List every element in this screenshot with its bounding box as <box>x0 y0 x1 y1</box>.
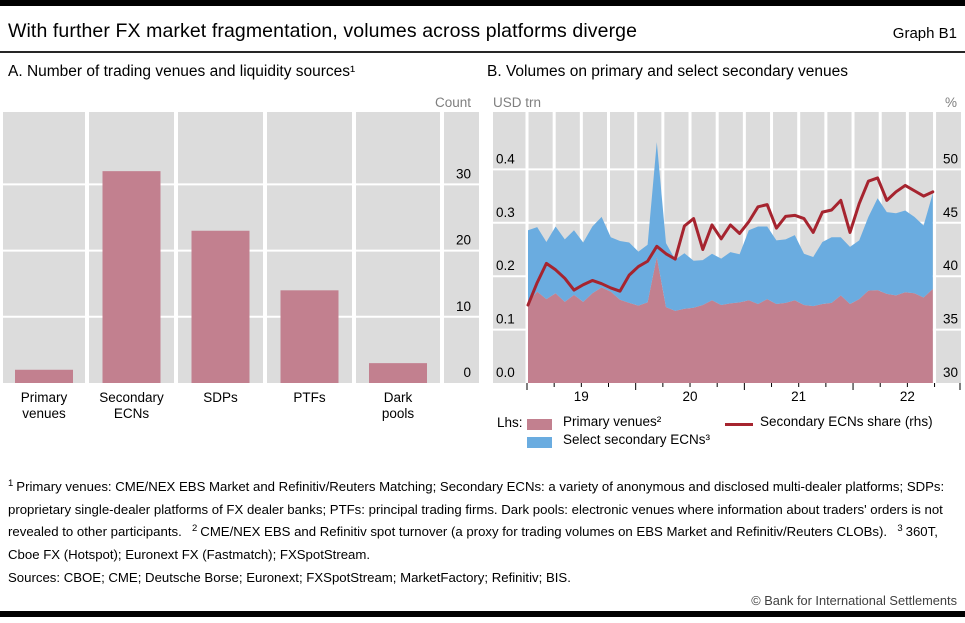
panel-b-right-unit-label: % <box>944 95 957 110</box>
bar <box>102 171 161 383</box>
left-axis-tick-label: 0.3 <box>496 205 515 220</box>
legend-swatch-share-line <box>725 423 753 426</box>
copyright-line: © Bank for International Settlements <box>751 593 957 608</box>
secondary-ecns-share-line <box>526 176 935 307</box>
title-divider <box>0 51 965 53</box>
panel-a-title: A. Number of trading venues and liquidit… <box>8 63 356 80</box>
left-axis-tick-label: 0.1 <box>496 312 515 327</box>
category-label: Dark pools <box>382 390 415 421</box>
year-label: 20 <box>682 389 697 404</box>
y-axis-tick-label: 0 <box>463 365 471 380</box>
legend-swatch-primary <box>527 419 552 430</box>
top-rule <box>0 0 965 6</box>
bottom-rule <box>0 611 965 617</box>
bar <box>280 290 339 383</box>
graph-number-label: Graph B1 <box>892 25 957 42</box>
page-title: With further FX market fragmentation, vo… <box>8 20 638 42</box>
right-axis-tick-label: 45 <box>943 205 958 220</box>
y-axis-tick-label: 30 <box>456 166 471 181</box>
footnote-text: 360T, Cboe FX (Hotspot); Euronext FX (Fa… <box>8 524 938 562</box>
right-axis-tick-label: 30 <box>943 365 958 380</box>
left-axis-tick-label: 0.0 <box>496 365 515 380</box>
right-axis-tick-label: 40 <box>943 258 958 273</box>
y-axis-tick-label: 10 <box>456 299 471 314</box>
right-axis-tick-label: 35 <box>943 312 958 327</box>
legend-lhs-label: Lhs: <box>497 415 523 430</box>
footnote-marker: 3 <box>897 522 903 534</box>
panel-b-title: B. Volumes on primary and select seconda… <box>487 63 848 80</box>
footnote-marker: 1 <box>8 477 14 489</box>
panel-b-left-unit-label: USD trn <box>493 95 542 110</box>
footnote-text: Primary venues: CME/NEX EBS Market and R… <box>8 479 945 539</box>
legend-label-share: Secondary ECNs share (rhs) <box>760 414 933 429</box>
axis-label-strip <box>444 112 479 383</box>
category-label: PTFs <box>293 390 325 405</box>
right-axis-tick-label: 50 <box>943 151 958 166</box>
year-label: 22 <box>900 389 915 404</box>
footnotes: 1 Primary venues: CME/NEX EBS Market and … <box>8 476 957 566</box>
footnote-text: CME/NEX EBS and Refinitiv spot turnover … <box>200 524 898 539</box>
footnote-marker: 2 <box>192 522 198 534</box>
panel-b-area-line-chart: 19 20 21 22 0.0 0.1 0.2 0.3 0.4 30 35 40 45 50 <box>493 112 961 404</box>
legend-swatch-secondary <box>527 437 552 448</box>
category-label: Primary venues <box>21 390 68 421</box>
category-label: SDPs <box>203 390 238 405</box>
legend-label-primary: Primary venues² <box>563 414 662 429</box>
category-block <box>3 112 85 383</box>
bar <box>191 230 250 383</box>
left-axis-tick-label: 0.2 <box>496 258 515 273</box>
panel-a-bar-chart: 0 10 20 30 Primary venues Secondary ECNs SDPs PTF… <box>3 112 479 421</box>
y-axis-tick-label: 20 <box>456 233 471 248</box>
legend-label-secondary: Select secondary ECNs³ <box>563 432 711 447</box>
bar <box>15 369 73 383</box>
category-block <box>356 112 440 383</box>
panel-a-unit-label: Count <box>434 95 471 110</box>
bar <box>369 363 427 383</box>
left-axis-tick-label: 0.4 <box>496 151 515 166</box>
category-label: Secondary ECNs <box>99 390 164 421</box>
sources-line: Sources: CBOE; CME; Deutsche Borse; Euro… <box>8 570 571 585</box>
primary-venues-area <box>528 256 933 383</box>
year-label: 19 <box>574 389 589 404</box>
secondary-ecns-area <box>528 142 933 311</box>
year-label: 21 <box>791 389 806 404</box>
